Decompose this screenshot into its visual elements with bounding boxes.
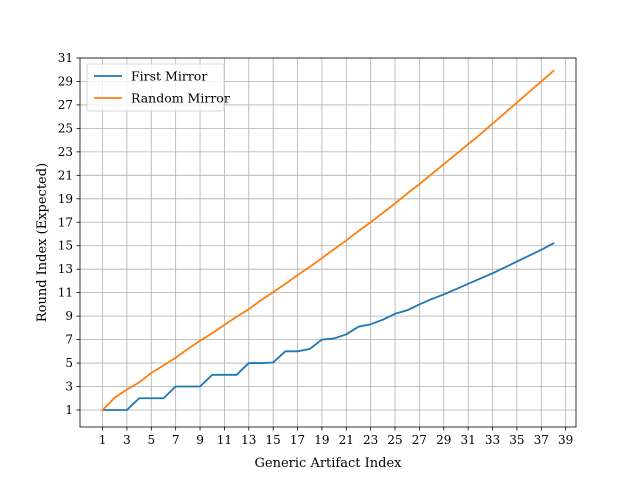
x-tick-label: 15 bbox=[266, 433, 281, 447]
series-lines bbox=[101, 69, 555, 412]
x-tick-label: 33 bbox=[485, 433, 500, 447]
series-line-first-mirror bbox=[101, 242, 555, 411]
y-tick-label: 1 bbox=[65, 403, 73, 417]
x-tick-label: 35 bbox=[509, 433, 524, 447]
x-axis-ticks: 1 3 5 7 9 11 13 15 17 19 21 23 25 27 29 31 33 35 37 39 bbox=[99, 427, 573, 447]
y-tick-label: 11 bbox=[58, 286, 73, 300]
y-tick-label: 3 bbox=[65, 380, 73, 394]
y-tick-label: 5 bbox=[65, 356, 73, 370]
legend-label-random-mirror: Random Mirror bbox=[131, 91, 230, 106]
y-tick-label: 19 bbox=[58, 192, 73, 206]
x-tick-label: 19 bbox=[314, 433, 329, 447]
x-tick-label: 37 bbox=[534, 433, 549, 447]
x-axis-label: Generic Artifact Index bbox=[255, 456, 403, 471]
x-tick-label: 13 bbox=[241, 433, 256, 447]
x-tick-label: 23 bbox=[363, 433, 378, 447]
x-tick-label: 29 bbox=[436, 433, 451, 447]
x-tick-label: 3 bbox=[123, 433, 131, 447]
y-tick-label: 29 bbox=[58, 74, 73, 88]
x-tick-label: 25 bbox=[387, 433, 402, 447]
x-tick-label: 27 bbox=[412, 433, 427, 447]
series-line-random-mirror bbox=[101, 69, 555, 412]
x-tick-label: 5 bbox=[147, 433, 155, 447]
x-tick-label: 9 bbox=[196, 433, 204, 447]
legend-label-first-mirror: First Mirror bbox=[131, 69, 207, 84]
y-tick-label: 7 bbox=[65, 333, 73, 347]
y-tick-label: 27 bbox=[58, 98, 73, 112]
x-tick-label: 7 bbox=[172, 433, 180, 447]
y-tick-label: 13 bbox=[58, 262, 73, 276]
y-axis-label: Round Index (Expected) bbox=[35, 163, 50, 322]
x-tick-label: 17 bbox=[290, 433, 305, 447]
y-tick-label: 31 bbox=[58, 51, 73, 65]
x-tick-label: 39 bbox=[558, 433, 573, 447]
x-tick-label: 11 bbox=[217, 433, 232, 447]
y-tick-label: 17 bbox=[58, 215, 73, 229]
y-tick-label: 21 bbox=[58, 168, 73, 182]
plot-frame bbox=[79, 57, 577, 428]
x-tick-label: 1 bbox=[99, 433, 107, 447]
x-tick-label: 21 bbox=[339, 433, 354, 447]
y-tick-label: 25 bbox=[58, 121, 73, 135]
y-tick-label: 9 bbox=[65, 309, 73, 323]
y-tick-label: 23 bbox=[58, 145, 73, 159]
y-tick-label: 15 bbox=[58, 239, 73, 253]
legend: First Mirror Random Mirror bbox=[86, 63, 230, 112]
x-tick-label: 31 bbox=[461, 433, 476, 447]
